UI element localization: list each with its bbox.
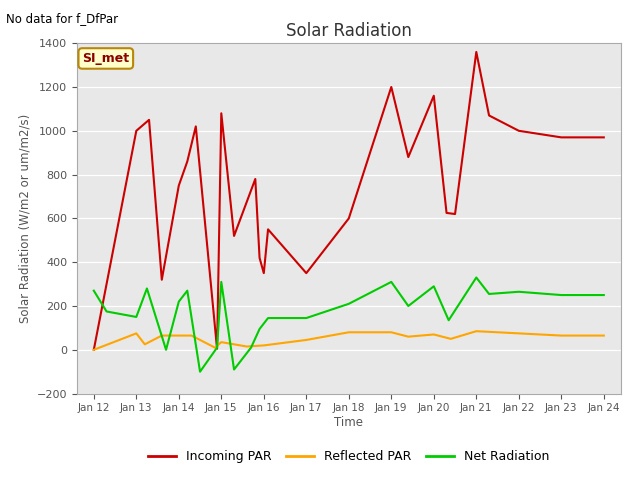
Reflected PAR — [218, 339, 225, 345]
Y-axis label: Solar Radiation (W/m2 or um/m2/s): Solar Radiation (W/m2 or um/m2/s) — [18, 114, 31, 323]
Incoming PAR — [145, 117, 153, 123]
Incoming PAR — [430, 93, 438, 99]
Reflected PAR — [141, 341, 148, 347]
Net Radiation — [404, 303, 412, 309]
Incoming PAR — [443, 210, 451, 216]
Reflected PAR — [303, 337, 310, 343]
Incoming PAR — [252, 176, 259, 182]
Net Radiation — [90, 288, 98, 294]
Reflected PAR — [243, 344, 251, 349]
Incoming PAR — [472, 49, 480, 55]
Net Radiation — [515, 289, 523, 295]
Incoming PAR — [303, 270, 310, 276]
Text: No data for f_DfPar: No data for f_DfPar — [6, 12, 118, 25]
Net Radiation — [345, 301, 353, 307]
Reflected PAR — [387, 329, 395, 335]
Incoming PAR — [256, 255, 264, 261]
Incoming PAR — [451, 211, 459, 217]
Net Radiation — [557, 292, 565, 298]
Reflected PAR — [211, 345, 219, 350]
Reflected PAR — [158, 333, 166, 338]
Net Radiation — [175, 299, 182, 304]
X-axis label: Time: Time — [334, 416, 364, 429]
Net Radiation — [264, 315, 272, 321]
Net Radiation — [213, 345, 221, 350]
Incoming PAR — [192, 123, 200, 129]
Incoming PAR — [184, 158, 191, 164]
Reflected PAR — [90, 347, 98, 353]
Incoming PAR — [387, 84, 395, 90]
Net Radiation — [162, 347, 170, 353]
Net Radiation — [303, 315, 310, 321]
Line: Net Radiation: Net Radiation — [94, 277, 604, 372]
Incoming PAR — [600, 134, 607, 140]
Net Radiation — [600, 292, 607, 298]
Reflected PAR — [557, 333, 565, 338]
Incoming PAR — [175, 183, 182, 189]
Incoming PAR — [404, 154, 412, 160]
Reflected PAR — [345, 329, 353, 335]
Incoming PAR — [132, 128, 140, 133]
Incoming PAR — [158, 277, 166, 283]
Incoming PAR — [218, 110, 225, 116]
Net Radiation — [230, 367, 238, 372]
Reflected PAR — [515, 331, 523, 336]
Title: Solar Radiation: Solar Radiation — [286, 22, 412, 40]
Incoming PAR — [345, 216, 353, 221]
Reflected PAR — [600, 333, 607, 338]
Net Radiation — [387, 279, 395, 285]
Reflected PAR — [472, 328, 480, 334]
Reflected PAR — [175, 333, 182, 338]
Reflected PAR — [132, 331, 140, 336]
Net Radiation — [218, 279, 225, 285]
Incoming PAR — [557, 134, 565, 140]
Text: SI_met: SI_met — [82, 52, 129, 65]
Net Radiation — [256, 326, 264, 332]
Net Radiation — [472, 275, 480, 280]
Reflected PAR — [188, 333, 195, 338]
Legend: Incoming PAR, Reflected PAR, Net Radiation: Incoming PAR, Reflected PAR, Net Radiati… — [143, 445, 554, 468]
Incoming PAR — [260, 270, 268, 276]
Net Radiation — [445, 317, 452, 323]
Net Radiation — [430, 283, 438, 289]
Incoming PAR — [485, 113, 493, 119]
Incoming PAR — [90, 347, 98, 353]
Reflected PAR — [260, 343, 268, 348]
Reflected PAR — [430, 332, 438, 337]
Incoming PAR — [515, 128, 523, 133]
Net Radiation — [247, 345, 255, 350]
Net Radiation — [184, 288, 191, 294]
Net Radiation — [143, 286, 151, 291]
Reflected PAR — [404, 334, 412, 339]
Incoming PAR — [264, 227, 272, 232]
Net Radiation — [485, 291, 493, 297]
Net Radiation — [102, 309, 110, 314]
Net Radiation — [196, 369, 204, 374]
Incoming PAR — [230, 233, 238, 239]
Line: Incoming PAR: Incoming PAR — [94, 52, 604, 350]
Incoming PAR — [213, 346, 221, 351]
Net Radiation — [132, 314, 140, 320]
Reflected PAR — [447, 336, 454, 342]
Line: Reflected PAR: Reflected PAR — [94, 331, 604, 350]
